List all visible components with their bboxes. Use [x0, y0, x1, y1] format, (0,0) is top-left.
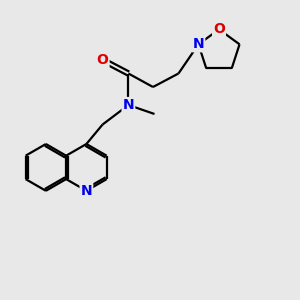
Text: O: O: [213, 22, 225, 36]
Text: N: N: [193, 37, 204, 51]
Text: O: O: [97, 53, 109, 67]
Text: N: N: [123, 98, 134, 112]
Text: N: N: [81, 184, 92, 198]
